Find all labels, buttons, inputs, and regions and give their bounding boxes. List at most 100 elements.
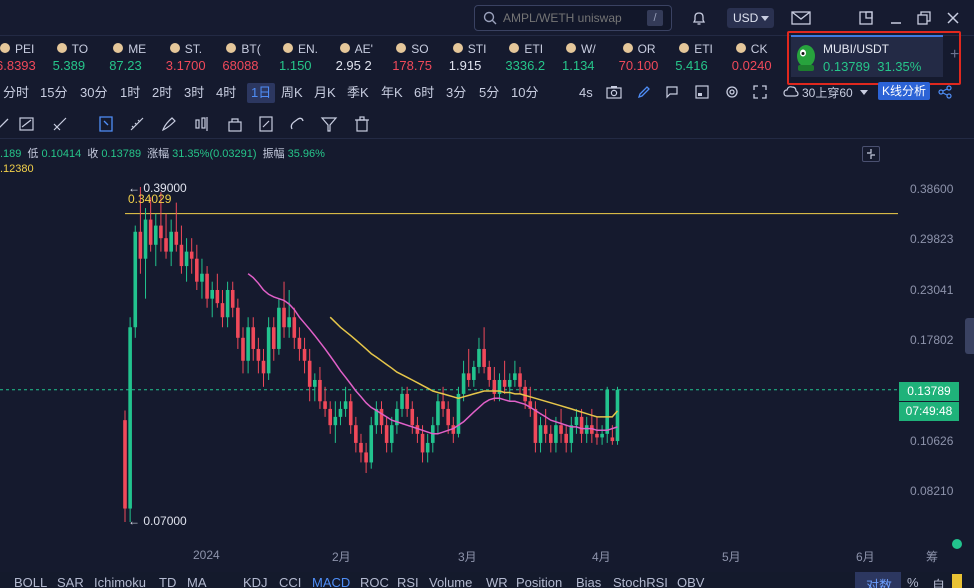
candle-body (533, 408, 538, 443)
minimize-icon[interactable] (886, 8, 906, 28)
indicator-1[interactable]: SAR (57, 575, 84, 588)
percent-scale-toggle[interactable]: % (907, 575, 919, 588)
indicator-12[interactable]: Position (516, 575, 563, 588)
ticker-strip: PEI 6.8393 TO 5.389 ME 87.23 ST. 3.1700 BT(68088… (0, 37, 790, 77)
indicator-3[interactable]: TD (159, 575, 177, 588)
mail-icon[interactable] (790, 8, 812, 28)
candle-body (420, 433, 425, 453)
indicator-9[interactable]: RSI (397, 575, 419, 588)
ticker-item[interactable]: STI 1.915 (449, 37, 506, 77)
indicator-7[interactable]: MACD (312, 575, 351, 588)
timeframe-4[interactable]: 2时 (152, 85, 173, 100)
indicator-14[interactable]: StochRSI (613, 575, 668, 588)
candle-body (153, 225, 158, 245)
note-tool-icon[interactable] (257, 115, 275, 133)
candle-body (472, 366, 476, 380)
ticker-item[interactable]: ETI 5.416 (675, 37, 732, 77)
ruler-tool-icon[interactable] (128, 115, 146, 133)
chip-distribution-label[interactable]: 筹 (926, 550, 939, 564)
ticker-item[interactable]: CK 0.0240 (732, 37, 789, 77)
ticker-item[interactable]: SO 178.75 (392, 37, 449, 77)
side-panel-handle[interactable] (965, 318, 974, 354)
ticker-item[interactable]: BT(68088 (222, 37, 279, 77)
lock-tool-icon[interactable] (226, 115, 244, 133)
indicator-2[interactable]: Ichimoku (94, 575, 147, 588)
trash-tool-icon[interactable] (353, 115, 371, 133)
log-scale-highlight (855, 572, 901, 588)
comment-icon[interactable] (664, 84, 680, 100)
timeframe-11[interactable]: 年K (381, 85, 403, 100)
timeframe-2[interactable]: 30分 (80, 85, 108, 100)
ticker-item[interactable]: EN. 1.150 (279, 37, 336, 77)
indicator-5[interactable]: KDJ (243, 575, 268, 588)
interval-label[interactable]: 4s (579, 85, 593, 100)
candle-tool-icon[interactable] (193, 115, 211, 133)
indicator-10[interactable]: Volume (429, 575, 473, 588)
indicator-15[interactable]: OBV (677, 575, 705, 588)
auto-scale-toggle[interactable]: 自 (932, 578, 946, 588)
timeframe-5[interactable]: 3时 (184, 85, 205, 100)
trend-line-tool-icon[interactable] (18, 115, 36, 133)
indicator-13[interactable]: Bias (576, 575, 602, 588)
candle-body (307, 360, 312, 387)
pencil-icon[interactable] (636, 84, 652, 100)
ticker-item[interactable]: AE' 2.95 2 (336, 37, 393, 77)
ticker-item[interactable]: ST. 3.1700 (166, 37, 223, 77)
timeframe-9[interactable]: 月K (314, 85, 336, 100)
ticker-item[interactable]: ETI 3336.2 (505, 37, 562, 77)
timeframe-13[interactable]: 3分 (446, 85, 467, 100)
ticker-price: 1.134 (562, 58, 595, 73)
share-icon[interactable] (938, 85, 952, 99)
log-scale-toggle[interactable]: 对数 (866, 578, 893, 588)
magnet-tool-icon[interactable] (97, 115, 115, 133)
indicator-11[interactable]: WR (486, 575, 508, 588)
ticker-item[interactable]: ME 87.23 (109, 37, 166, 77)
kline-analysis-button[interactable]: K线分析 (878, 82, 930, 100)
add-pair-icon[interactable]: + (950, 46, 960, 63)
timeframe-10[interactable]: 季K (347, 85, 369, 100)
timeframe-3[interactable]: 1时 (120, 85, 141, 100)
currency-select[interactable]: USD (727, 8, 774, 28)
filter-tool-icon[interactable] (320, 115, 338, 133)
selected-pair-card[interactable]: MUBI/USDT 0.13789 31.35% (791, 35, 943, 77)
top-bar: / USD (0, 0, 974, 36)
timeframe-7[interactable]: 1日 (247, 83, 276, 103)
candle-body (236, 307, 240, 338)
expand-chart-button[interactable] (862, 146, 880, 162)
ticker-item[interactable]: PEI 6.8393 (0, 37, 53, 77)
indicator-6[interactable]: CCI (279, 575, 302, 588)
settings-icon[interactable] (724, 84, 740, 100)
search-box[interactable]: / (474, 5, 672, 31)
close-icon[interactable] (943, 8, 963, 28)
crosshair-tool-icon[interactable] (0, 115, 12, 133)
fullscreen-icon[interactable] (752, 84, 768, 100)
indicator-8[interactable]: ROC (360, 575, 389, 588)
bell-icon[interactable] (689, 8, 709, 28)
timeframe-15[interactable]: 10分 (511, 85, 539, 100)
link-tool-icon[interactable] (288, 115, 306, 133)
brush-tool-icon[interactable] (160, 115, 178, 133)
ray-tool-icon[interactable] (51, 115, 69, 133)
indicator-strategy-select[interactable]: 30上穿60 (802, 86, 853, 100)
timeframe-bar: 分时 15分 30分 1时 2时 3时 4时 1日 周K 月K 季K 年K 6时 3分 5分 10分 (0, 80, 974, 104)
search-input[interactable] (503, 11, 638, 25)
ticker-item[interactable]: TO 5.389 (53, 37, 110, 77)
timeframe-12[interactable]: 6时 (414, 85, 435, 100)
coin-icon (339, 43, 350, 53)
timeframe-8[interactable]: 周K (281, 85, 303, 100)
layout-icon[interactable] (694, 84, 710, 100)
info-close: 0.13789 (101, 148, 142, 160)
indicator-0[interactable]: BOLL (14, 575, 48, 588)
pin-window-icon[interactable] (856, 8, 876, 28)
restore-icon[interactable] (914, 8, 934, 28)
ticker-item[interactable]: W/1.134 (562, 37, 619, 77)
timeframe-0[interactable]: 分时 (3, 85, 30, 100)
timeframe-6[interactable]: 4时 (216, 85, 237, 100)
timeframe-14[interactable]: 5分 (479, 85, 500, 100)
indicator-4[interactable]: MA (187, 575, 207, 588)
ticker-item[interactable]: OR 70.100 (619, 37, 676, 77)
timeframe-1[interactable]: 15分 (40, 85, 68, 100)
camera-icon[interactable] (606, 85, 622, 99)
selected-pair-last: 0.13789 (823, 59, 870, 74)
